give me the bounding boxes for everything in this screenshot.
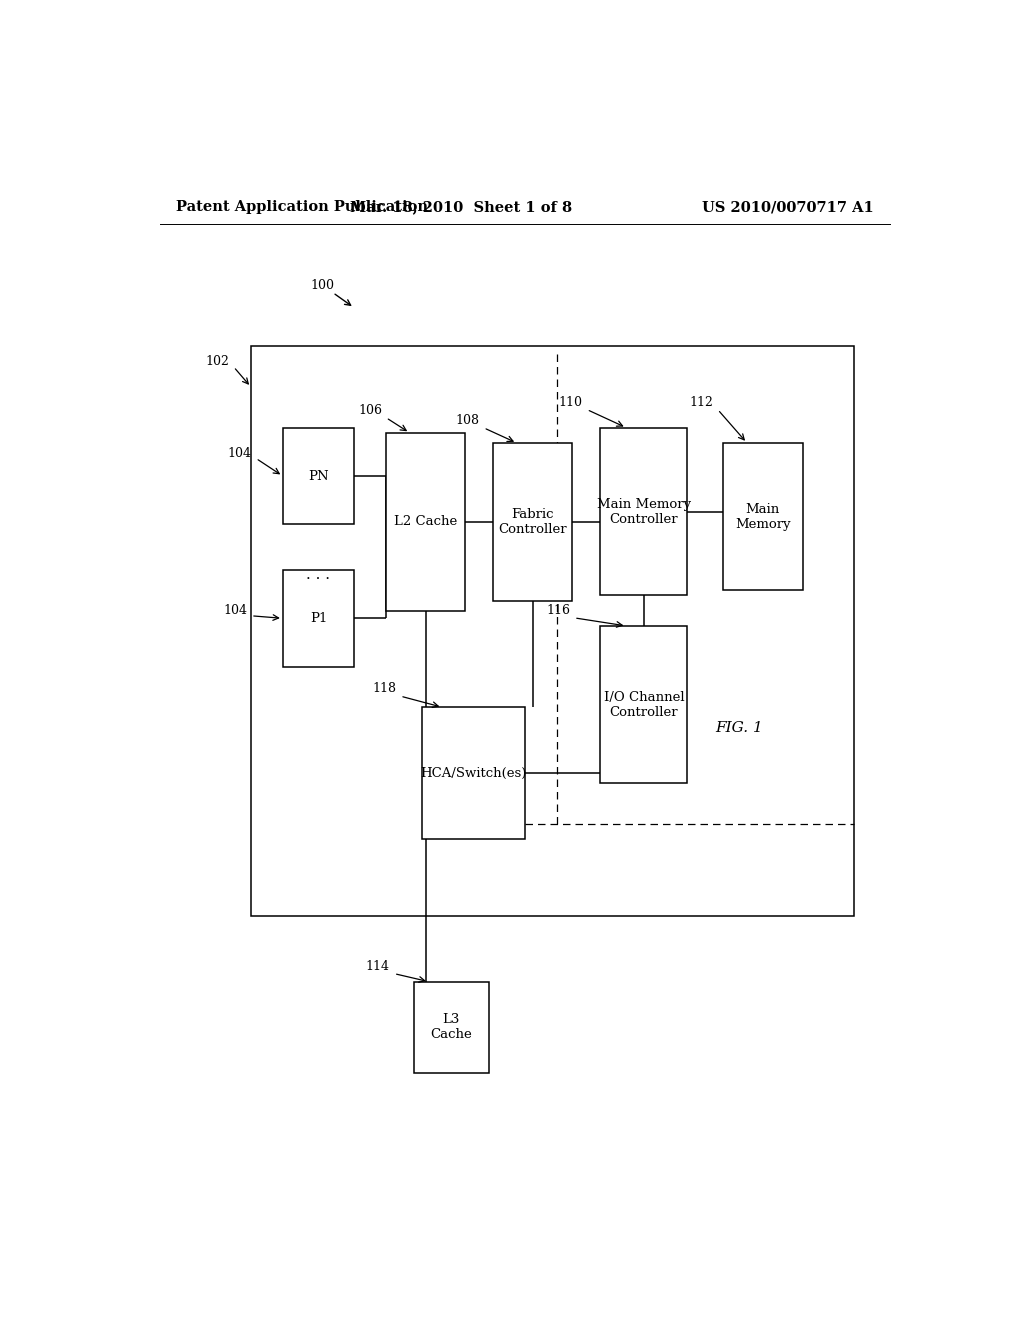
- Bar: [600, 428, 687, 595]
- Bar: [600, 626, 687, 784]
- Text: Main
Memory: Main Memory: [735, 503, 791, 531]
- Text: 106: 106: [358, 404, 382, 417]
- Text: . . .: . . .: [306, 568, 331, 582]
- Bar: [414, 982, 489, 1073]
- Text: Main Memory
Controller: Main Memory Controller: [597, 498, 691, 525]
- Text: L3
Cache: L3 Cache: [430, 1014, 472, 1041]
- Text: 118: 118: [373, 682, 396, 696]
- Text: I/O Channel
Controller: I/O Channel Controller: [603, 690, 684, 718]
- Text: P1: P1: [310, 612, 327, 624]
- Text: HCA/Switch(es): HCA/Switch(es): [420, 767, 526, 780]
- Text: PN: PN: [308, 470, 329, 483]
- Bar: [283, 570, 354, 667]
- Text: 114: 114: [366, 960, 390, 973]
- Text: 100: 100: [310, 279, 335, 292]
- Bar: [723, 444, 803, 590]
- Text: Patent Application Publication: Patent Application Publication: [176, 201, 428, 214]
- Bar: [251, 346, 854, 916]
- Text: 104: 104: [223, 605, 247, 618]
- Text: L2 Cache: L2 Cache: [394, 515, 458, 528]
- Text: 112: 112: [690, 396, 714, 409]
- Bar: [386, 433, 465, 611]
- Text: 110: 110: [559, 396, 583, 409]
- Text: 116: 116: [546, 605, 570, 618]
- Text: 102: 102: [206, 355, 229, 368]
- Bar: [283, 428, 354, 524]
- Text: Mar. 18, 2010  Sheet 1 of 8: Mar. 18, 2010 Sheet 1 of 8: [350, 201, 572, 214]
- Bar: [494, 444, 572, 601]
- Text: Fabric
Controller: Fabric Controller: [499, 508, 567, 536]
- Text: 104: 104: [227, 446, 252, 459]
- Bar: [422, 708, 524, 840]
- Text: FIG. 1: FIG. 1: [715, 721, 763, 735]
- Text: US 2010/0070717 A1: US 2010/0070717 A1: [702, 201, 873, 214]
- Text: 108: 108: [456, 414, 479, 428]
